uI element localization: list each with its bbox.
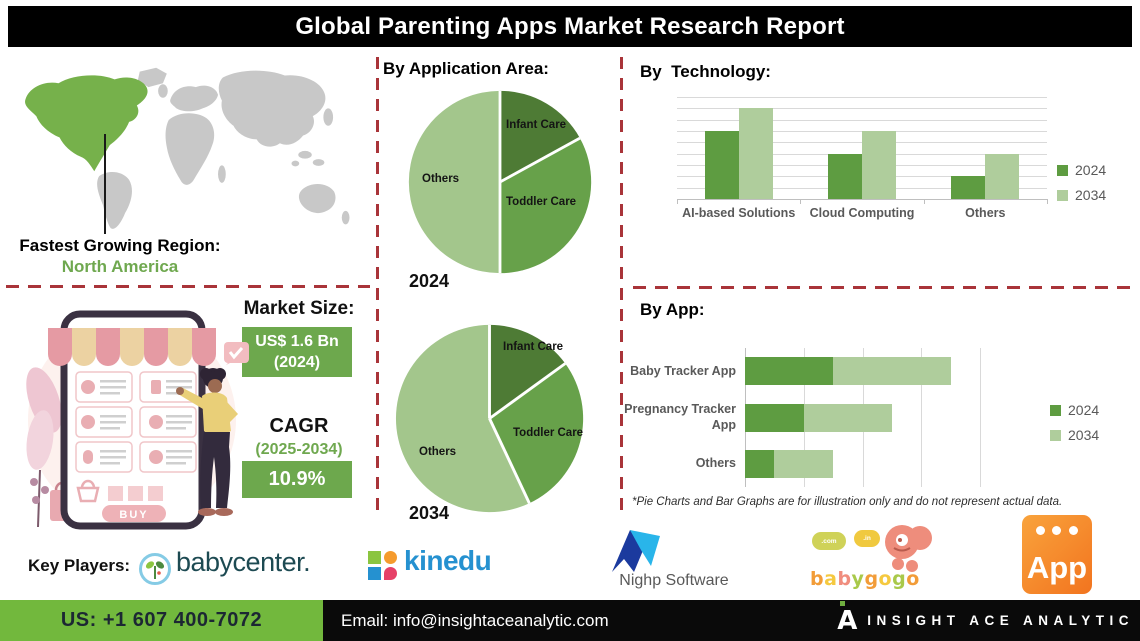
pie-chart-2024 bbox=[406, 88, 594, 276]
technology-section-heading: By Technology: bbox=[640, 62, 771, 81]
divider-horizontal-left bbox=[6, 285, 370, 288]
legend-entry-2024: 2024 bbox=[1057, 162, 1106, 178]
shopping-app-illustration: BUY bbox=[26, 310, 249, 530]
babycenter-logo-text: babycenter. bbox=[176, 547, 311, 577]
buy-button: BUY bbox=[102, 505, 166, 522]
pie2024-others-label: Others bbox=[422, 173, 460, 185]
key-players-heading: Key Players: bbox=[28, 556, 131, 575]
divider-horizontal-right bbox=[633, 286, 1134, 289]
kinedu-icon bbox=[368, 551, 397, 580]
world-map bbox=[25, 67, 350, 229]
market-size-year: (2024) bbox=[273, 354, 321, 371]
pie2024-year-label: 2024 bbox=[409, 271, 450, 291]
store-awning bbox=[48, 328, 216, 366]
title-banner: Global Parenting Apps Market Research Re… bbox=[8, 6, 1132, 47]
divider-vertical-2 bbox=[620, 57, 623, 519]
legend-entry-2034: 2034 bbox=[1057, 187, 1106, 203]
pie2034-toddler-label: Toddler Care bbox=[513, 427, 584, 439]
app-bar-chart bbox=[745, 348, 981, 487]
map-north-america-highlight bbox=[25, 75, 148, 172]
app-category-labels: Baby Tracker App Pregnancy Tracker App O… bbox=[616, 348, 736, 487]
babygogo-cloud-in: .in bbox=[854, 530, 880, 547]
region-pointer-line bbox=[104, 134, 106, 234]
babygogo-mascot bbox=[885, 525, 932, 572]
legend-swatch-2034 bbox=[1057, 189, 1068, 201]
footer-phone: US: +1 607 400-7072 bbox=[60, 609, 263, 631]
market-size-value: US$ 1.6 Bn bbox=[255, 333, 339, 350]
pie2034-infant-label: Infant Care bbox=[503, 341, 564, 353]
pie-chart-2034 bbox=[393, 322, 586, 515]
tech-cat-ai: AI-based Solutions bbox=[682, 206, 796, 220]
application-section-heading: By Application Area: bbox=[383, 59, 549, 78]
region-heading: Fastest Growing Region: bbox=[19, 236, 221, 255]
woman-figure bbox=[176, 368, 238, 516]
kinedu-logo-text: kinedu bbox=[404, 545, 492, 576]
check-bubble bbox=[224, 342, 249, 365]
babycenter-icon bbox=[139, 553, 171, 585]
app-section-heading: By App: bbox=[640, 300, 705, 319]
market-size-heading: Market Size: bbox=[243, 298, 355, 319]
footer-phone-bar: US: +1 607 400-7072 bbox=[0, 600, 323, 641]
technology-category-labels: AI-based Solutions Cloud Computing Other… bbox=[677, 206, 1047, 220]
buy-label: BUY bbox=[119, 509, 148, 521]
market-size-box: US$ 1.6 Bn (2024) bbox=[242, 327, 352, 377]
app-logo-dots bbox=[1022, 526, 1092, 535]
app-cat-others: Others bbox=[695, 456, 736, 471]
page-title: Global Parenting Apps Market Research Re… bbox=[295, 12, 845, 40]
nighp-logo-text: Nighp Software bbox=[619, 572, 729, 589]
cagr-box: 10.9% bbox=[242, 461, 352, 498]
tech-cat-cloud: Cloud Computing bbox=[809, 206, 915, 220]
insight-ace-brand-text: INSIGHT ACE ANALYTIC bbox=[867, 612, 1134, 628]
cagr-value: 10.9% bbox=[268, 468, 326, 490]
pie2024-infant-label: Infant Care bbox=[506, 119, 567, 131]
app-cat-baby: Baby Tracker App bbox=[630, 363, 736, 378]
nighp-software-icon bbox=[612, 530, 660, 572]
technology-bar-chart bbox=[677, 97, 1048, 204]
pie2034-others-label: Others bbox=[419, 446, 457, 458]
cagr-period: (2025-2034) bbox=[255, 441, 343, 458]
pie2034-year-label: 2034 bbox=[409, 503, 450, 523]
pie2024-toddler-label: Toddler Care bbox=[506, 196, 577, 208]
babygogo-cloud-com: .com bbox=[812, 532, 846, 550]
legend-entry-2024: 2024 bbox=[1050, 402, 1099, 418]
legend-entry-2034: 2034 bbox=[1050, 427, 1099, 443]
divider-vertical-1 bbox=[376, 57, 379, 519]
tech-cat-others: Others bbox=[965, 206, 1006, 220]
cagr-heading: CAGR bbox=[269, 415, 329, 437]
basket-icon bbox=[76, 479, 163, 503]
footer-email: Email: info@insightaceanalytic.com bbox=[341, 610, 609, 630]
insight-ace-brand: A INSIGHT ACE ANALYTIC bbox=[837, 601, 1134, 636]
app-cat-pregnancy: Pregnancy Tracker App bbox=[624, 401, 736, 433]
leaf-decoration bbox=[26, 367, 62, 528]
chart-disclaimer: *Pie Charts and Bar Graphs are for illus… bbox=[632, 496, 1063, 508]
insight-ace-logo-icon: A bbox=[837, 601, 859, 636]
phone: BUY bbox=[48, 310, 216, 530]
app-store-logo: App bbox=[1022, 515, 1092, 594]
footer-email-bar: Email: info@insightaceanalytic.com bbox=[323, 600, 1140, 641]
app-legend: 2024 2034 bbox=[1050, 402, 1099, 452]
legend-swatch-2024 bbox=[1057, 164, 1068, 176]
babygogo-logo: .com .in babygogo bbox=[810, 518, 940, 592]
babygogo-logo-text: babygogo bbox=[810, 568, 920, 590]
map-greenland bbox=[137, 67, 167, 88]
region-value: North America bbox=[61, 257, 179, 276]
app-logo-text: App bbox=[1026, 550, 1088, 585]
technology-legend: 2024 2034 bbox=[1057, 162, 1106, 212]
